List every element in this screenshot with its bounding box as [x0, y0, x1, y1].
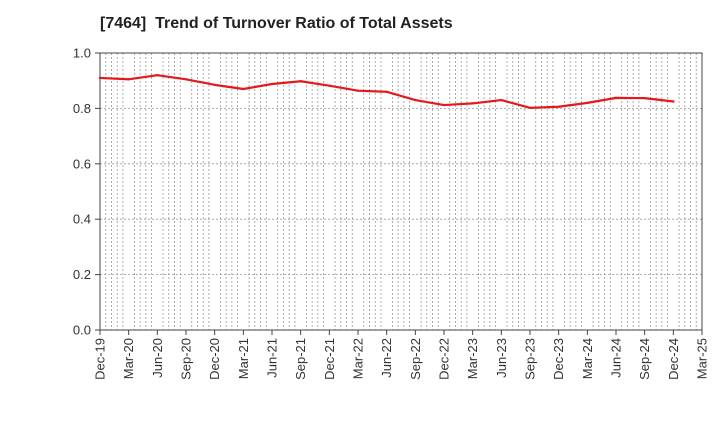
data-point [242, 87, 245, 91]
data-point [356, 89, 360, 92]
x-tick-layer: Dec-19 Mar-20 Jun-20 Sep-20 Dec-20 Mar-21 Jun-… [93, 330, 710, 380]
data-point [270, 82, 274, 86]
x-tick-label: Mar-20 [121, 338, 136, 379]
grid-layer [100, 52, 702, 331]
x-tick-label: Mar-22 [351, 338, 366, 379]
x-tick-label: Jun-24 [609, 338, 624, 378]
data-point [156, 73, 159, 77]
chart-title: [7464] Trend of Turnover Ratio of Total … [100, 15, 453, 32]
x-tick-label: Jun-21 [265, 338, 280, 378]
x-tick-label: Mar-21 [236, 338, 251, 379]
data-point [528, 106, 532, 110]
data-point [414, 98, 417, 102]
data-point [184, 78, 188, 81]
data-point [471, 102, 474, 105]
data-point [643, 96, 646, 100]
y-tick-label: 0.6 [73, 156, 91, 171]
x-tick-label: Dec-21 [322, 338, 337, 380]
data-point [586, 101, 589, 105]
x-tick-label: Dec-23 [551, 338, 566, 380]
x-tick-label: Sep-23 [523, 338, 538, 380]
y-tick-label: 1.0 [73, 46, 91, 61]
plot-frame [99, 52, 703, 331]
y-tick-layer: 0.0 0.2 0.4 0.6 0.8 1.0 [73, 46, 100, 338]
data-point [98, 76, 102, 80]
x-tick-label: Sep-22 [408, 338, 423, 380]
x-tick-label: Dec-24 [666, 338, 681, 380]
x-tick-label: Mar-23 [465, 338, 480, 379]
x-tick-label: Sep-24 [637, 338, 652, 380]
x-tick-label: Mar-25 [695, 338, 710, 379]
data-point [213, 83, 216, 87]
y-tick-label: 0.2 [73, 267, 91, 282]
data-point [127, 78, 130, 81]
x-tick-label: Sep-20 [179, 338, 194, 380]
x-tick-label: Jun-20 [150, 338, 165, 378]
x-tick-label: Mar-24 [580, 338, 595, 379]
data-point [385, 90, 388, 93]
series-layer [98, 73, 675, 110]
y-tick-label: 0.0 [73, 323, 91, 338]
x-tick-label: Dec-19 [93, 338, 108, 380]
x-tick-label: Sep-21 [293, 338, 308, 380]
y-tick-label: 0.4 [73, 212, 91, 227]
y-tick-label: 0.8 [73, 101, 91, 116]
x-tick-label: Dec-20 [207, 338, 222, 380]
data-point [328, 84, 331, 87]
data-point [299, 80, 302, 83]
x-tick-label: Jun-22 [379, 338, 394, 378]
data-point [614, 96, 618, 100]
data-point [500, 98, 503, 102]
x-tick-label: Jun-23 [494, 338, 509, 378]
data-point [672, 100, 675, 103]
data-point [442, 103, 446, 107]
data-point [557, 105, 560, 108]
x-tick-label: Dec-22 [437, 338, 452, 380]
